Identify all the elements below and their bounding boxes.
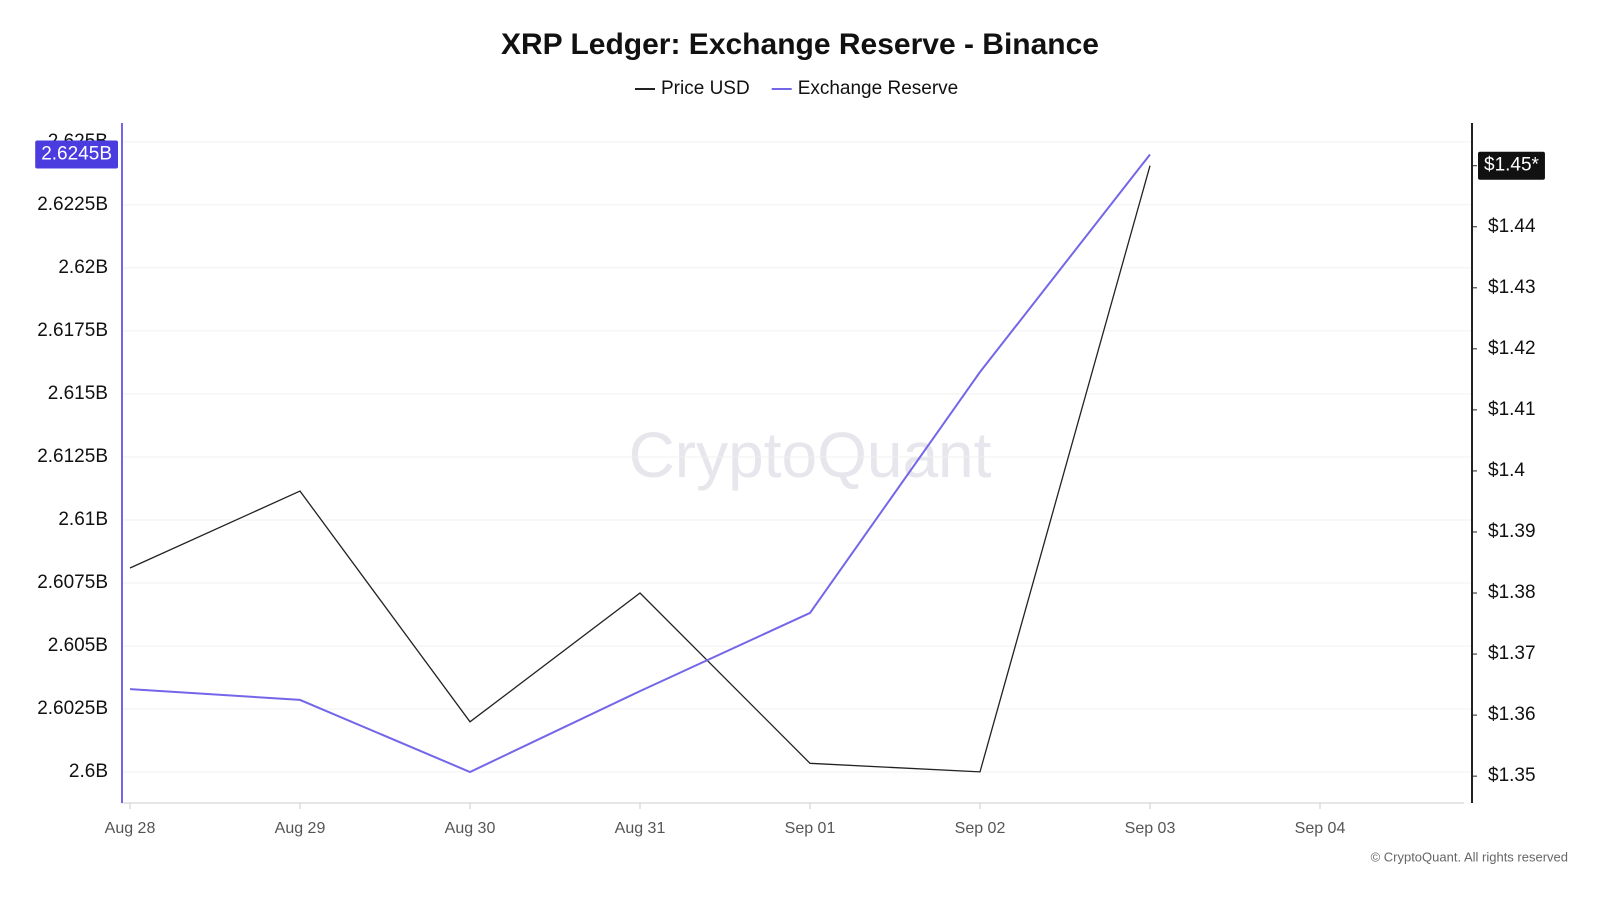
y2-tick-label: $1.4 <box>1488 460 1525 481</box>
value-badge: $1.45* <box>1478 151 1545 180</box>
y2-tick-label: $1.35 <box>1488 765 1536 786</box>
value-badge-bg <box>1478 151 1545 180</box>
series-line <box>129 165 1151 773</box>
x-tick-label: Sep 02 <box>955 820 1006 837</box>
value-label: 2.6245B <box>41 144 112 165</box>
y-tick-label: 2.6025B <box>37 698 108 719</box>
legend-label: Exchange Reserve <box>798 78 959 99</box>
y2-tick-label: $1.37 <box>1488 643 1536 664</box>
y-tick-label: 2.6B <box>69 761 108 782</box>
y-tick-label: 2.6075B <box>37 572 108 593</box>
watermark: CryptoQuant <box>629 419 992 491</box>
y-tick-label: 2.615B <box>48 383 108 404</box>
y2-tick-label: $1.44 <box>1488 216 1536 237</box>
x-tick-label: Aug 31 <box>615 820 666 837</box>
value-label: $1.45* <box>1484 155 1540 176</box>
y2-tick-label: $1.38 <box>1488 582 1536 603</box>
series-line <box>129 153 1151 774</box>
value-badge: 2.6245B <box>35 140 118 169</box>
value-badge-bg <box>35 140 118 169</box>
x-tick-label: Aug 29 <box>275 820 326 837</box>
y-tick-label: 2.6175B <box>37 320 108 341</box>
y-tick-label: 2.62B <box>58 257 108 278</box>
y2-tick-label: $1.43 <box>1488 277 1536 298</box>
y2-tick-label: $1.39 <box>1488 521 1536 542</box>
y2-tick-label: $1.36 <box>1488 704 1536 725</box>
x-tick-label: Sep 03 <box>1125 820 1176 837</box>
chart-title: XRP Ledger: Exchange Reserve - Binance <box>501 28 1099 61</box>
y2-tick-label: $1.42 <box>1488 338 1536 359</box>
x-tick-label: Sep 04 <box>1295 820 1346 837</box>
y-tick-label: 2.6225B <box>37 194 108 215</box>
x-tick-label: Sep 01 <box>785 820 836 837</box>
footer: © CryptoQuant. All rights reserved <box>1371 849 1568 864</box>
x-tick-label: Aug 28 <box>105 820 156 837</box>
x-tick-label: Aug 30 <box>445 820 496 837</box>
y2-tick-label: $1.41 <box>1488 399 1536 420</box>
y-tick-label: 2.6125B <box>37 446 108 467</box>
y-tick-label: 2.605B <box>48 635 108 656</box>
legend-label: Price USD <box>661 78 750 99</box>
y-tick-label: 2.61B <box>58 509 108 530</box>
